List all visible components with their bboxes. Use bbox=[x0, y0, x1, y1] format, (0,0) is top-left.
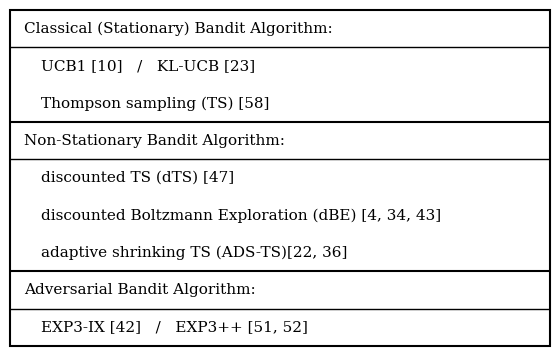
Text: discounted TS (dTS) [47]: discounted TS (dTS) [47] bbox=[41, 171, 234, 185]
Text: UCB1 [10]   /   KL-UCB [23]: UCB1 [10] / KL-UCB [23] bbox=[41, 59, 255, 73]
Text: EXP3-IX [42]   /   EXP3++ [51, 52]: EXP3-IX [42] / EXP3++ [51, 52] bbox=[41, 320, 307, 334]
Text: Classical (Stationary) Bandit Algorithm:: Classical (Stationary) Bandit Algorithm: bbox=[24, 21, 333, 36]
Text: Adversarial Bandit Algorithm:: Adversarial Bandit Algorithm: bbox=[24, 283, 256, 297]
Text: Non-Stationary Bandit Algorithm:: Non-Stationary Bandit Algorithm: bbox=[24, 134, 285, 148]
Text: adaptive shrinking TS (ADS-TS)[22, 36]: adaptive shrinking TS (ADS-TS)[22, 36] bbox=[41, 246, 347, 260]
Text: Thompson sampling (TS) [58]: Thompson sampling (TS) [58] bbox=[41, 96, 269, 110]
Text: discounted Boltzmann Exploration (dBE) [4, 34, 43]: discounted Boltzmann Exploration (dBE) [… bbox=[41, 208, 441, 222]
